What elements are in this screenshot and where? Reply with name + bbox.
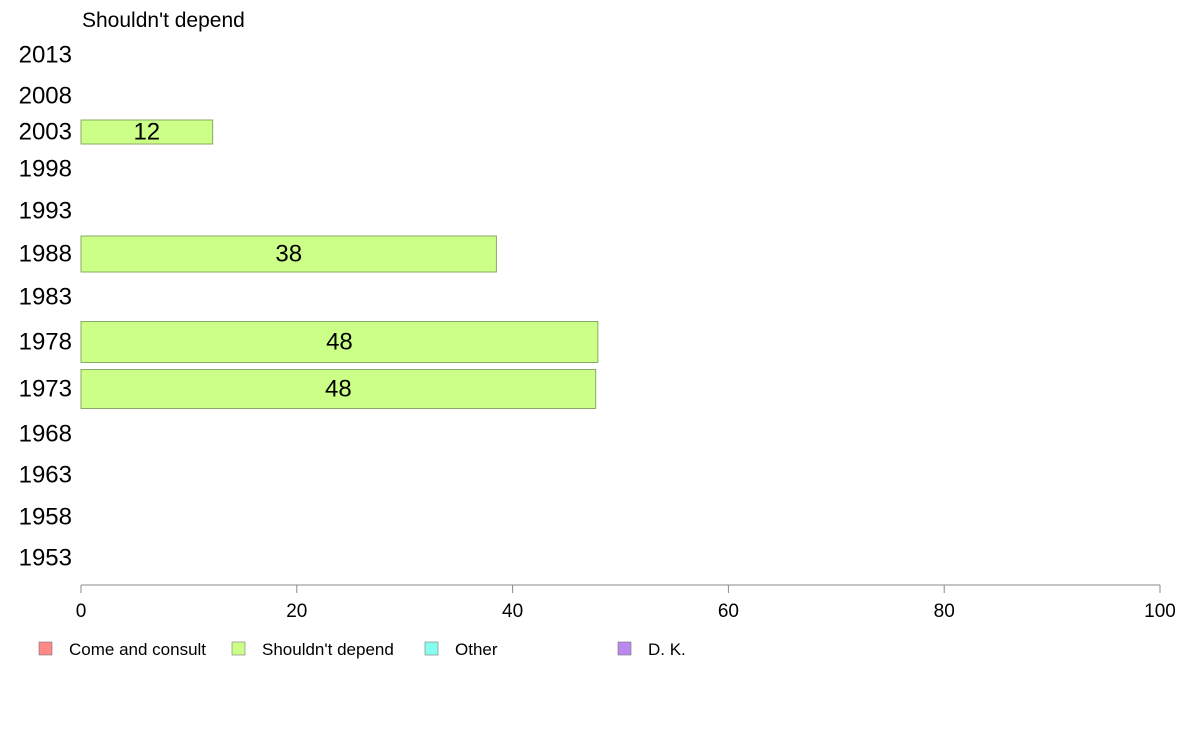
legend-label-other: Other	[455, 640, 498, 659]
bar-label-1988: 38	[275, 241, 302, 268]
legend-swatch-shouldn-t-depend	[231, 641, 246, 656]
x-axis: 0 20 40 60 80 100	[76, 584, 1176, 622]
legend: Come and consult Shouldn't depend Other D. …	[38, 640, 686, 659]
y-tick-label-2008: 2008	[19, 83, 72, 110]
y-tick-label-1963: 1963	[19, 462, 72, 489]
x-tick-label-80: 80	[934, 601, 955, 622]
y-tick-label-1958: 1958	[19, 504, 72, 531]
legend-label-shouldn-t-depend: Shouldn't depend	[262, 640, 394, 659]
y-tick-label-2013: 2013	[19, 42, 72, 69]
y-tick-label-1983: 1983	[19, 284, 72, 311]
panel-title: Shouldn't depend	[82, 9, 245, 32]
bar-2003	[80, 119, 214, 145]
y-tick-label-1998: 1998	[19, 156, 72, 183]
bar-1973	[80, 369, 597, 409]
legend-label-come-and-consult: Come and consult	[69, 640, 206, 659]
bar-label-2003: 12	[133, 119, 160, 146]
y-tick-label-1973: 1973	[19, 376, 72, 403]
x-tick-label-20: 20	[286, 601, 307, 622]
y-axis-labels: 2013 2008 2003 1998 1993 1988 1983 1978 1973 1968…	[19, 42, 72, 572]
legend-swatch-other	[424, 641, 439, 656]
legend-swatch-d-k	[617, 641, 632, 656]
y-tick-label-1953: 1953	[19, 545, 72, 572]
legend-label-d-k: D. K.	[648, 640, 686, 659]
bars: 12 38 48 48	[80, 119, 599, 409]
y-tick-label-1988: 1988	[19, 241, 72, 268]
y-tick-label-1968: 1968	[19, 421, 72, 448]
legend-swatch-come-and-consult	[38, 641, 53, 656]
x-tick-label-60: 60	[718, 601, 739, 622]
y-tick-label-2003: 2003	[19, 119, 72, 146]
y-tick-label-1978: 1978	[19, 329, 72, 356]
bar-1978	[80, 321, 599, 363]
x-tick-label-100: 100	[1144, 601, 1176, 622]
bar-label-1978: 48	[326, 329, 353, 356]
bar-1988	[80, 235, 497, 273]
x-tick-label-40: 40	[502, 601, 523, 622]
x-tick-label-0: 0	[76, 601, 87, 622]
y-tick-label-1993: 1993	[19, 198, 72, 225]
bar-label-1973: 48	[325, 376, 352, 403]
